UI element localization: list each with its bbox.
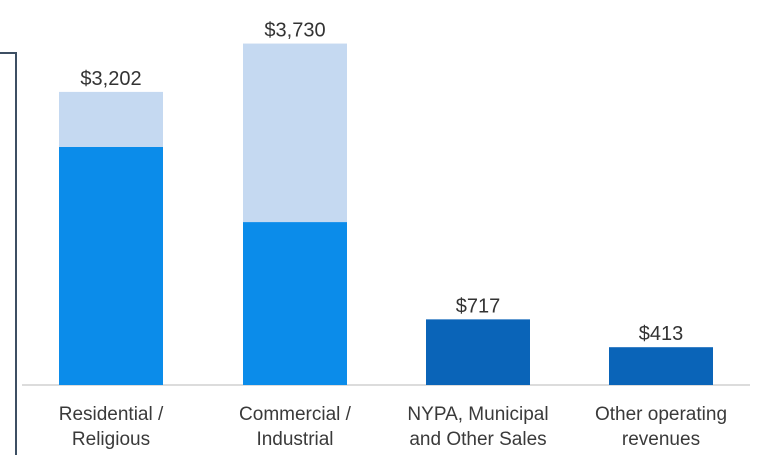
bar-value-label-2: $717 — [456, 295, 501, 317]
category-label-1-line-0: Commercial / — [239, 404, 352, 425]
category-label-0-line-1: Religious — [72, 429, 150, 450]
category-label-1-line-1: Industrial — [256, 429, 333, 450]
bar-0-segment-1 — [59, 91, 163, 147]
category-label-3-line-1: revenues — [622, 429, 700, 450]
bar-1-segment-1 — [243, 43, 347, 223]
bar-3-segment-0 — [609, 347, 713, 385]
bar-2-segment-0 — [426, 319, 530, 385]
bar-1-segment-0 — [243, 222, 347, 385]
category-label-3-line-0: Other operating — [595, 404, 727, 425]
labels-group: $3,202 Residential / Religious $3,730 Commer… — [59, 20, 727, 450]
category-label-2-line-1: and Other Sales — [409, 429, 546, 450]
bar-value-label-1: $3,730 — [264, 20, 325, 42]
bar-value-label-3: $413 — [639, 323, 684, 345]
category-label-2-line-0: NYPA, Municipal — [407, 404, 548, 425]
category-label-0-line-0: Residential / — [59, 404, 164, 425]
bars-group — [59, 43, 713, 385]
bar-value-label-0: $3,202 — [80, 68, 141, 90]
bar-0-segment-0 — [59, 147, 163, 385]
